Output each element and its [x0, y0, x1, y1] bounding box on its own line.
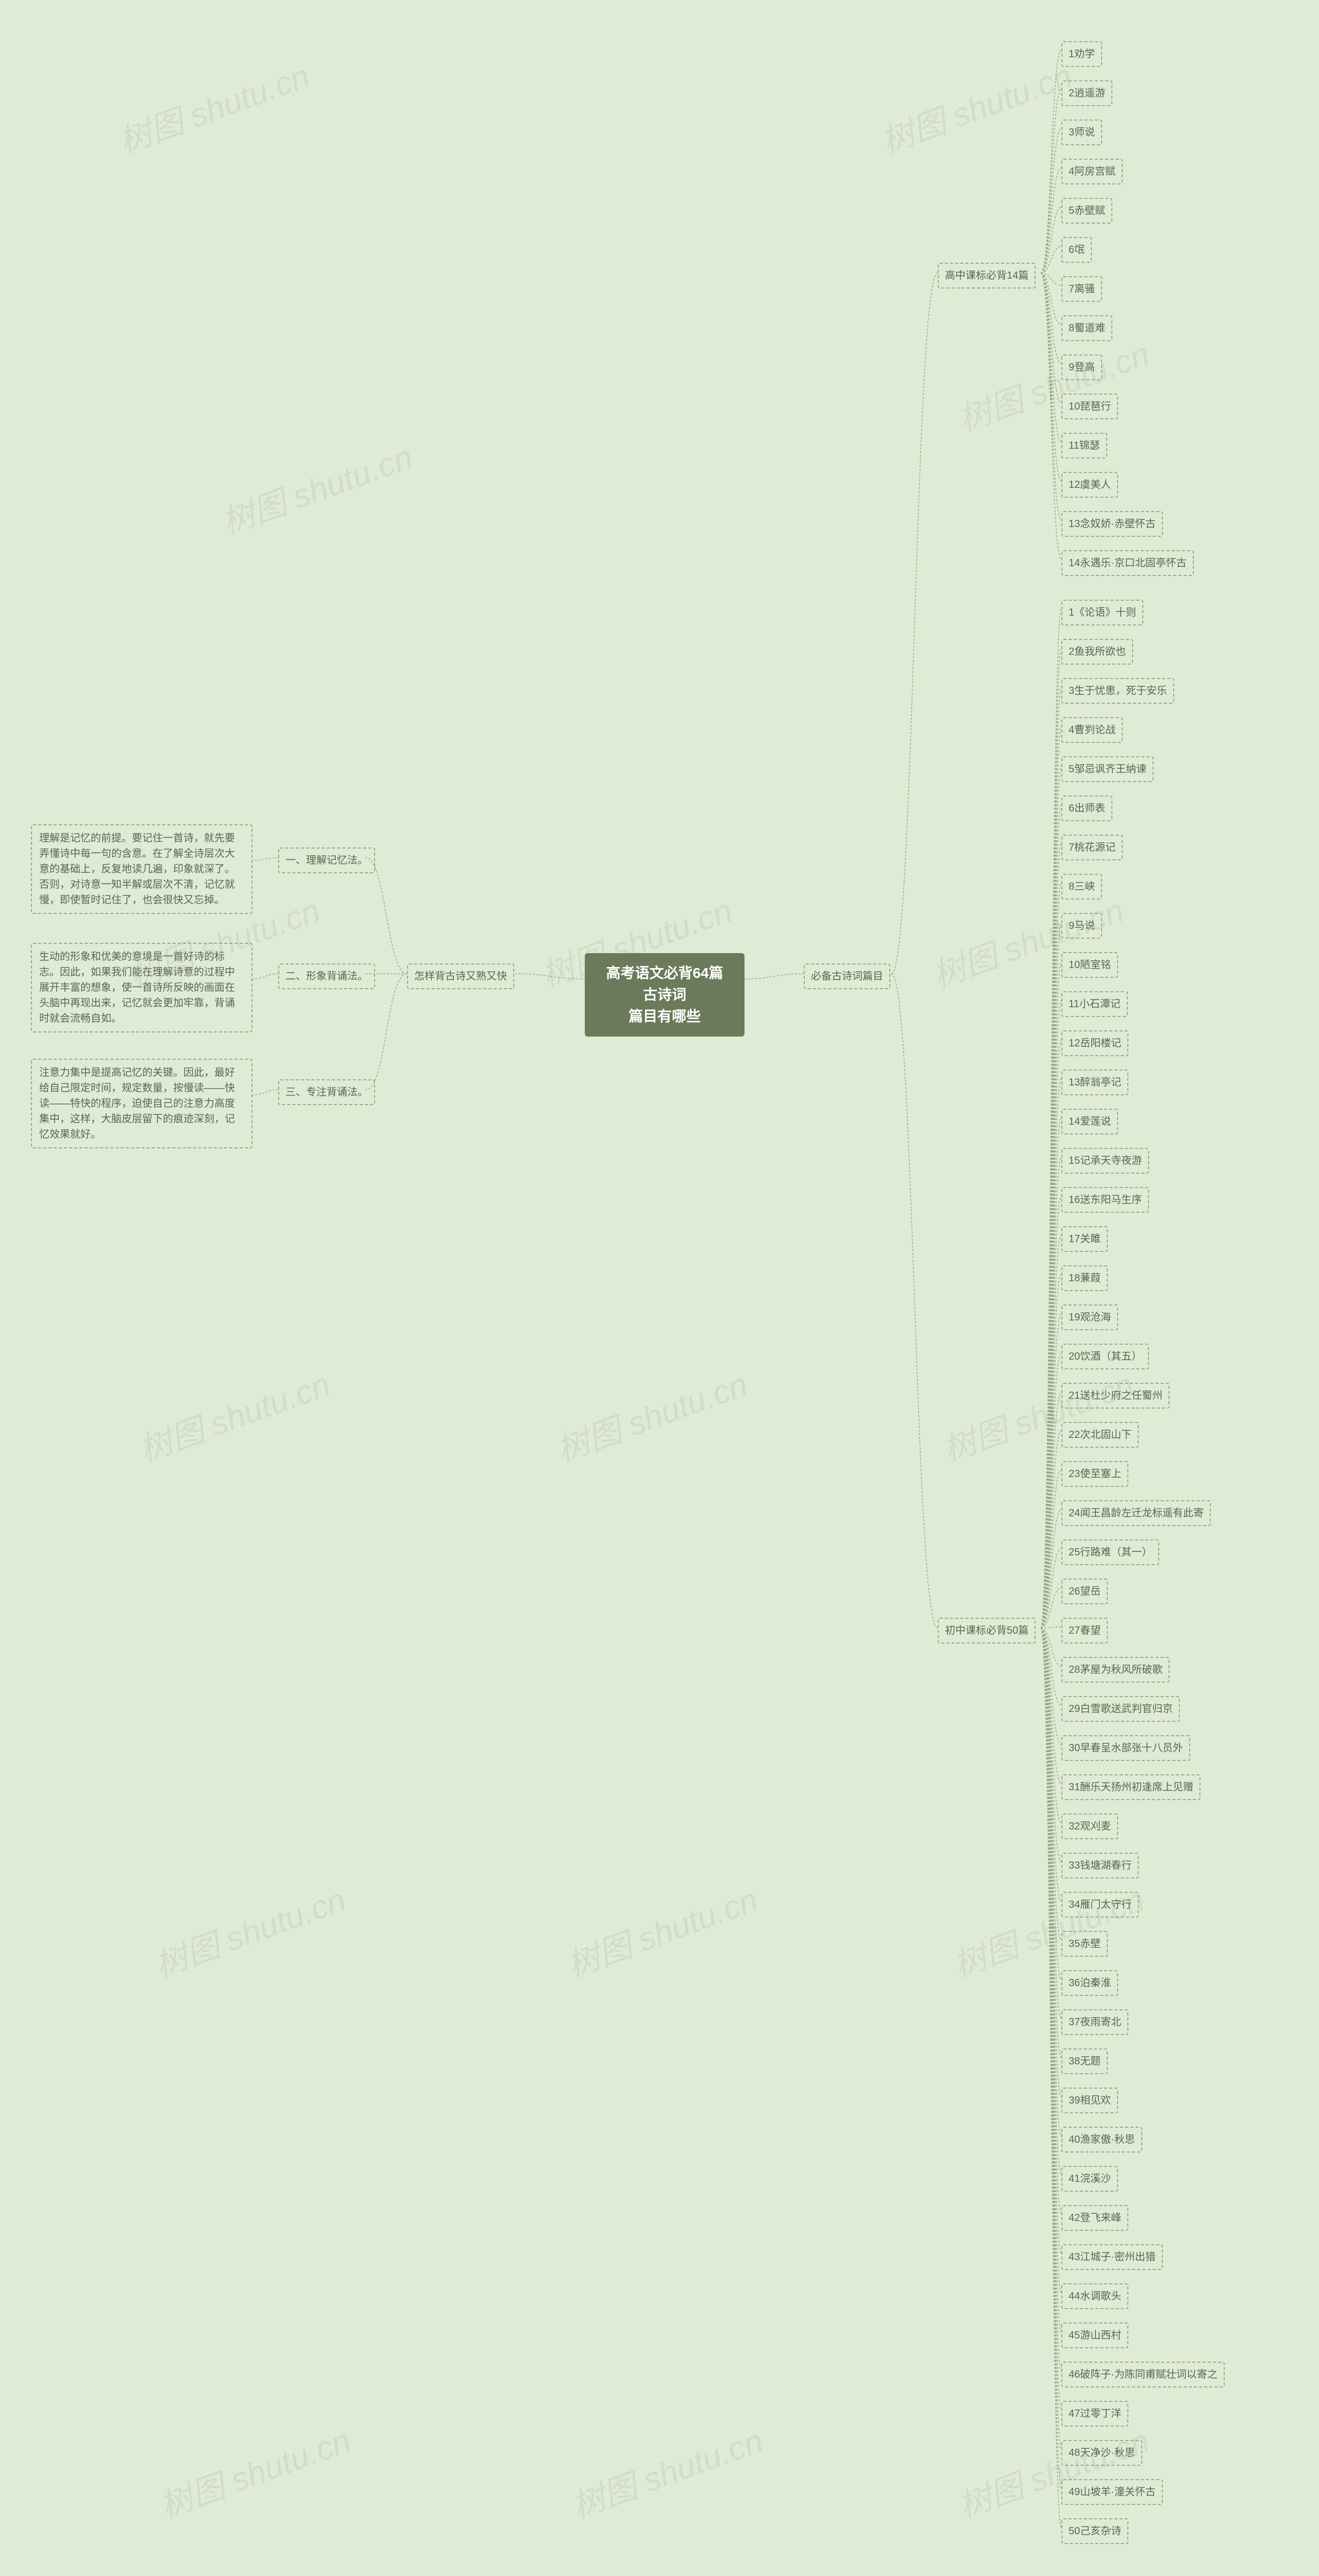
mindmap-canvas: 树图 shutu.cn 树图 shutu.cn 树图 shutu.cn 树图 shut…: [0, 0, 1319, 2576]
poem-item: 13醉翁亭记: [1061, 1070, 1128, 1095]
poem-item: 26望岳: [1061, 1579, 1108, 1604]
watermark: 树图 shutu.cn: [925, 884, 1129, 997]
watermark: 树图 shutu.cn: [946, 1873, 1150, 1986]
poem-item: 46破阵子·为陈同甫赋壮词以寄之: [1061, 2362, 1225, 2387]
poem-item: 18蒹葭: [1061, 1265, 1108, 1291]
poem-item: 16送东阳马生序: [1061, 1187, 1149, 1213]
watermark: 树图 shutu.cn: [147, 1873, 351, 1986]
poem-item: 8蜀道难: [1061, 315, 1112, 341]
poem-item: 32观刈麦: [1061, 1814, 1118, 1839]
poem-item: 36泊秦淮: [1061, 1970, 1118, 1996]
poem-item: 31酬乐天扬州初逢席上见赠: [1061, 1774, 1200, 1800]
poem-item: 9登高: [1061, 354, 1102, 380]
group-1: 初中课标必背50篇: [938, 1618, 1036, 1643]
poem-item: 33钱塘湖春行: [1061, 1853, 1139, 1878]
poem-item: 11小石潭记: [1061, 991, 1128, 1017]
poem-item: 38无题: [1061, 2048, 1108, 2074]
watermark: 树图 shutu.cn: [111, 49, 315, 162]
poem-item: 21送杜少府之任蜀州: [1061, 1383, 1170, 1409]
poem-item: 8三峡: [1061, 874, 1102, 900]
poem-item: 1《论语》十则: [1061, 600, 1143, 625]
poem-item: 44水调歌头: [1061, 2283, 1128, 2309]
watermark: 树图 shutu.cn: [549, 1358, 753, 1471]
poem-item: 3生于忧患，死于安乐: [1061, 678, 1174, 704]
poem-item: 11锦瑟: [1061, 433, 1107, 459]
poem-item: 14永遇乐·京口北固亭怀古: [1061, 550, 1194, 576]
poem-item: 1劝学: [1061, 41, 1102, 67]
poem-item: 20饮酒（其五）: [1061, 1344, 1149, 1369]
poem-item: 6出师表: [1061, 795, 1112, 821]
poem-item: 4阿房宫赋: [1061, 159, 1123, 184]
watermark: 树图 shutu.cn: [560, 1873, 764, 1986]
poem-item: 10陋室铭: [1061, 952, 1118, 978]
poem-item: 42登飞来峰: [1061, 2205, 1128, 2231]
watermark: 树图 shutu.cn: [951, 328, 1155, 440]
connector-layer: [0, 0, 1319, 2576]
root-node: 高考语文必背64篇 古诗词 篇目有哪些: [585, 953, 745, 1037]
poem-item: 25行路难（其一）: [1061, 1539, 1159, 1565]
watermark: 树图 shutu.cn: [565, 2414, 769, 2527]
poem-item: 39相见欢: [1061, 2088, 1118, 2113]
poem-item: 10琵琶行: [1061, 394, 1118, 419]
watermark: 树图 shutu.cn: [951, 2414, 1155, 2527]
poem-item: 2鱼我所欲也: [1061, 639, 1133, 665]
method-desc-2: 注意力集中是提高记忆的关键。因此，最好给自己限定时间，规定数量，按慢读——快读—…: [31, 1059, 252, 1148]
poem-item: 48天净沙·秋思: [1061, 2440, 1142, 2466]
poem-item: 34雁门太守行: [1061, 1892, 1139, 1918]
poem-item: 41浣溪沙: [1061, 2166, 1118, 2192]
watermark: 树图 shutu.cn: [874, 49, 1078, 162]
poem-item: 12虞美人: [1061, 472, 1118, 498]
poem-item: 6氓: [1061, 237, 1092, 263]
poem-item: 3师说: [1061, 120, 1102, 145]
poem-item: 17关雎: [1061, 1226, 1108, 1252]
poem-item: 35赤壁: [1061, 1931, 1108, 1957]
poem-item: 49山坡羊·潼关怀古: [1061, 2479, 1163, 2505]
poem-item: 9马说: [1061, 913, 1102, 939]
poem-item: 23使至塞上: [1061, 1461, 1128, 1487]
poem-item: 13念奴娇·赤壁怀古: [1061, 511, 1163, 537]
poem-item: 45游山西村: [1061, 2323, 1128, 2348]
poem-item: 2逍遥游: [1061, 80, 1112, 106]
poem-item: 7离骚: [1061, 276, 1102, 302]
watermark: 树图 shutu.cn: [936, 1358, 1140, 1471]
method-desc-0: 理解是记忆的前提。要记住一首诗，就先要弄懂诗中每一句的含意。在了解全诗层次大意的…: [31, 824, 252, 914]
branch-memorize-methods: 怎样背古诗又熟又快: [407, 963, 514, 989]
method-desc-1: 生动的形象和优美的意境是一首好诗的标志。因此，如果我们能在理解诗意的过程中展开丰…: [31, 943, 252, 1032]
poem-item: 40渔家傲·秋思: [1061, 2127, 1142, 2153]
poem-item: 30早春呈水部张十八员外: [1061, 1735, 1190, 1761]
poem-item: 47过零丁洋: [1061, 2401, 1128, 2427]
poem-item: 5邹忌讽齐王纳谏: [1061, 756, 1154, 782]
poem-item: 27春望: [1061, 1618, 1108, 1643]
poem-item: 37夜雨寄北: [1061, 2009, 1128, 2035]
poem-item: 22次北固山下: [1061, 1422, 1139, 1448]
watermark: 树图 shutu.cn: [153, 2414, 357, 2527]
poem-item: 12岳阳楼记: [1061, 1030, 1128, 1056]
watermark: 树图 shutu.cn: [214, 431, 418, 544]
poem-item: 15记承天寺夜游: [1061, 1148, 1149, 1174]
poem-item: 5赤壁赋: [1061, 198, 1112, 224]
poem-item: 50己亥杂诗: [1061, 2518, 1128, 2544]
poem-item: 4曹刿论战: [1061, 717, 1123, 743]
poem-item: 14爱莲说: [1061, 1109, 1118, 1134]
branch-required-poems: 必备古诗词篇目: [804, 963, 890, 989]
poem-item: 28茅屋为秋风所破歌: [1061, 1657, 1170, 1683]
poem-item: 7桃花源记: [1061, 835, 1123, 860]
method-2: 三、专注背诵法。: [278, 1079, 375, 1105]
poem-item: 24闻王昌龄左迁龙标遥有此寄: [1061, 1500, 1211, 1526]
poem-item: 43江城子·密州出猎: [1061, 2244, 1163, 2270]
poem-item: 19观沧海: [1061, 1304, 1118, 1330]
watermark: 树图 shutu.cn: [132, 1358, 336, 1471]
method-1: 二、形象背诵法。: [278, 963, 375, 989]
poem-item: 29白雪歌送武判官归京: [1061, 1696, 1180, 1722]
method-0: 一、理解记忆法。: [278, 848, 375, 873]
group-0: 高中课标必背14篇: [938, 263, 1036, 289]
